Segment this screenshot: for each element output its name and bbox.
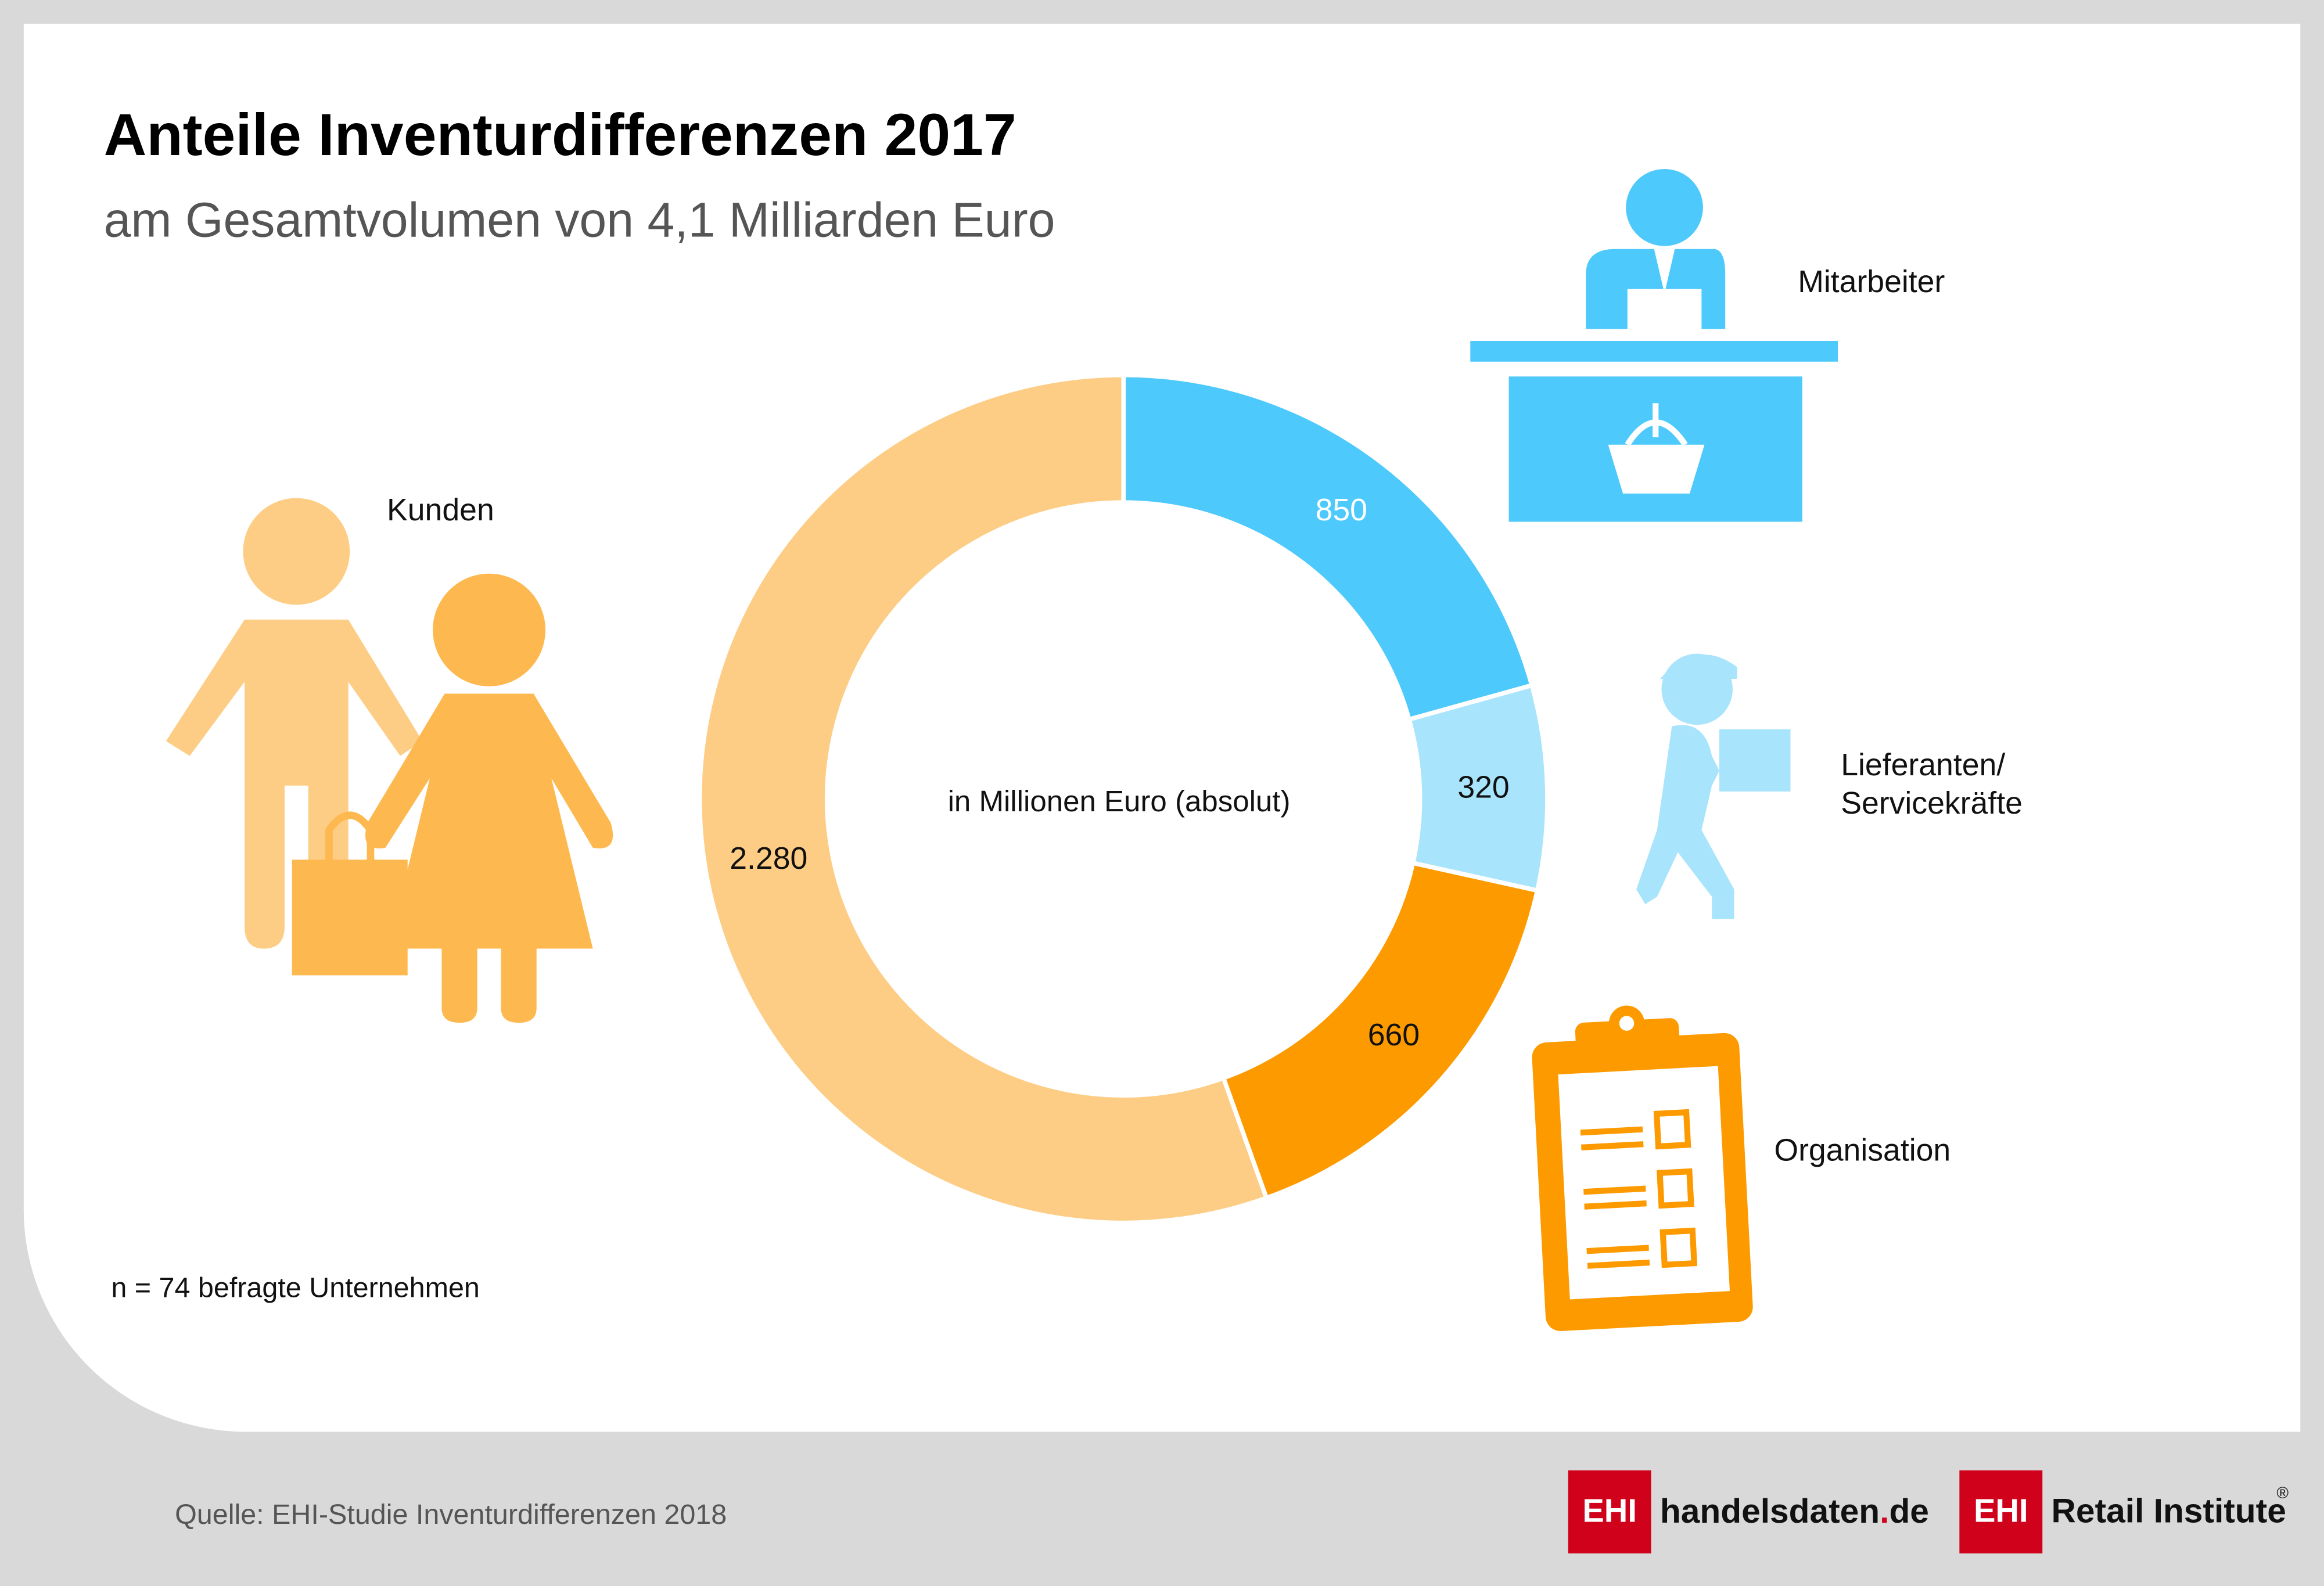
icon-part	[1660, 1227, 1698, 1268]
data-label: 660	[1368, 1017, 1420, 1052]
icon-part	[433, 573, 546, 686]
data-label: 850	[1316, 492, 1367, 527]
icon-part	[1587, 1259, 1650, 1269]
icon-part	[1636, 725, 1734, 919]
icon-part	[1626, 168, 1703, 246]
donut-segment	[1121, 372, 1535, 722]
logo-mark: EHI	[1974, 1493, 2028, 1529]
data-label: 2.280	[730, 841, 807, 876]
icon-employee	[1470, 168, 1838, 522]
icon-part	[1657, 1168, 1694, 1209]
donut-segment	[697, 372, 1270, 1225]
category-label: Lieferanten/ Servicekräfte	[1841, 748, 2023, 821]
source: Quelle: EHI-Studie Inventurdifferenzen 2…	[175, 1499, 727, 1530]
logo-box	[1568, 1470, 1651, 1553]
logo-name: Retail Institute	[2052, 1492, 2286, 1530]
icon-part	[1608, 444, 1705, 494]
icon-part	[1586, 1245, 1649, 1254]
icon-part	[1584, 1200, 1647, 1210]
icon-part	[1653, 1109, 1691, 1150]
icon-part	[1580, 1109, 1698, 1269]
category-text: Kunden	[386, 493, 494, 528]
data-label: 320	[1457, 769, 1509, 804]
logo-text: handelsdaten.de	[1660, 1492, 1929, 1530]
logo-box	[1959, 1470, 2043, 1553]
note: n = 74 befragte Unternehmen	[111, 1272, 480, 1303]
logo-dot: .	[1880, 1492, 1889, 1530]
logo-name: handelsdaten	[1660, 1492, 1880, 1530]
icon-part	[1470, 341, 1838, 362]
logo-registered: ®	[2276, 1484, 2289, 1502]
icon-clipboard	[1532, 1005, 1753, 1332]
category-label: Kunden	[386, 493, 494, 528]
donut-segment	[1220, 860, 1540, 1201]
icon-part	[1583, 1185, 1646, 1195]
icon-part	[292, 859, 408, 976]
icon-part	[1654, 249, 1675, 294]
icon-part	[1586, 249, 1726, 329]
category-text: Organisation	[1774, 1134, 1951, 1168]
center-label: in Millionen Euro (absolut)	[948, 785, 1291, 818]
logo-tld: de	[1889, 1492, 1928, 1530]
icon-supplier	[1636, 653, 1791, 919]
icon-part	[1660, 654, 1737, 679]
category-label: Organisation	[1774, 1134, 1951, 1168]
icon-part	[1580, 1126, 1643, 1136]
category-label: Mitarbeiter	[1798, 265, 1945, 300]
chart-title: Anteile Inventurdifferenzen 2017	[104, 102, 1016, 168]
icon-part	[166, 619, 423, 949]
chart-subtitle: am Gesamtvolumen von 4,1 Milliarden Euro	[104, 193, 1055, 247]
logo-handelsdaten: EHI handelsdaten.de	[1568, 1470, 1929, 1553]
icon-part	[1581, 1141, 1644, 1150]
icon-part	[1619, 1016, 1635, 1031]
logo-ehi: EHI Retail Institute ®	[1959, 1470, 2289, 1553]
icon-customers	[166, 498, 613, 1023]
icon-part	[243, 498, 350, 605]
logo-mark: EHI	[1582, 1493, 1637, 1529]
icon-part	[365, 693, 613, 1023]
icon-part	[325, 811, 375, 868]
icon-part	[1719, 729, 1791, 792]
category-text: Lieferanten/ Servicekräfte	[1841, 748, 2023, 821]
category-text: Mitarbeiter	[1798, 265, 1945, 300]
